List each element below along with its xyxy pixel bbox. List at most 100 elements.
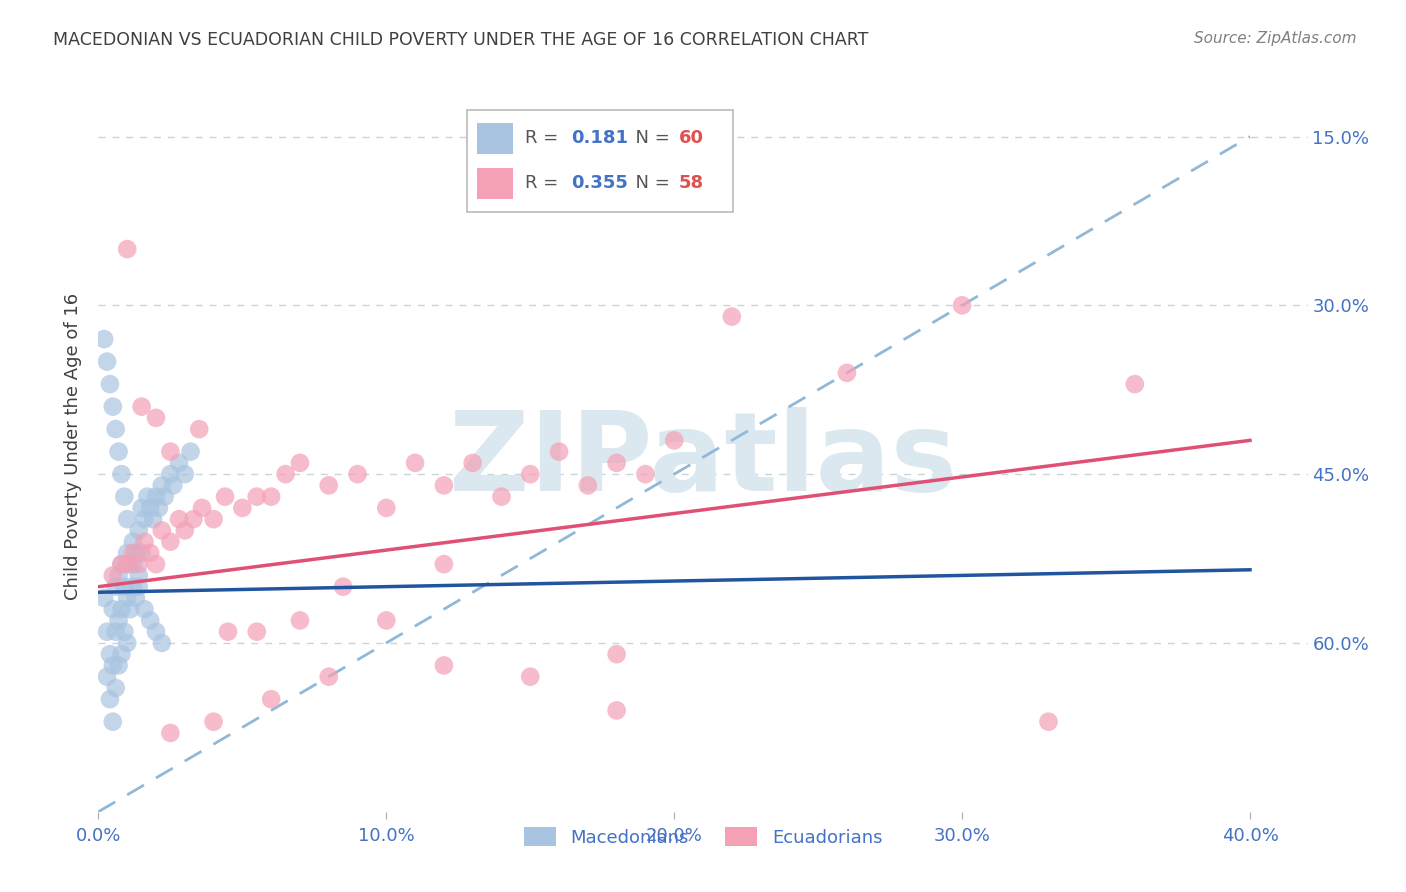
Point [173,524,195,538]
Point [110,467,132,482]
Text: 0.181: 0.181 [571,129,628,147]
Point [519,670,541,684]
Point [110,647,132,661]
Point [162,478,184,492]
Point [107,444,129,458]
Point [115,636,138,650]
Point [606,456,628,470]
Point [548,444,571,458]
Point [131,546,153,560]
Point [107,658,129,673]
FancyBboxPatch shape [467,110,734,212]
Point [104,681,127,695]
Point [139,500,162,515]
Point [120,602,142,616]
Point [1038,714,1060,729]
Point [122,557,145,571]
Text: Source: ZipAtlas.com: Source: ZipAtlas.com [1194,31,1357,46]
Point [131,400,153,414]
Point [125,591,148,605]
Point [159,467,181,482]
Point [835,366,858,380]
Point [110,602,132,616]
Point [720,310,742,324]
Point [122,534,145,549]
Point [191,500,214,515]
Point [110,557,132,571]
Point [433,658,456,673]
Point [519,467,541,482]
Point [145,410,167,425]
Text: R =: R = [526,174,564,193]
Point [433,478,456,492]
Point [375,614,398,628]
Point [167,456,190,470]
Point [112,490,135,504]
Text: N =: N = [624,174,676,193]
Point [148,500,170,515]
Point [260,490,283,504]
Point [93,591,115,605]
Point [134,534,156,549]
Point [145,490,167,504]
Point [104,422,127,436]
Point [115,557,138,571]
Point [112,580,135,594]
Text: ZIPatlas: ZIPatlas [449,407,957,514]
Point [634,467,657,482]
Y-axis label: Child Poverty Under the Age of 16: Child Poverty Under the Age of 16 [65,293,83,599]
Point [122,546,145,560]
Point [128,557,150,571]
Point [128,580,150,594]
Point [1123,377,1146,392]
Text: N =: N = [624,129,676,147]
Point [98,647,121,661]
Point [214,490,236,504]
Point [318,670,340,684]
Point [145,624,167,639]
Point [491,490,513,504]
Point [246,624,269,639]
Point [131,500,153,515]
Point [461,456,484,470]
Point [107,614,129,628]
Legend: Macedonians, Ecuadorians: Macedonians, Ecuadorians [516,820,890,854]
Point [217,624,239,639]
Point [288,456,311,470]
Point [606,647,628,661]
Point [136,490,159,504]
Point [101,602,124,616]
Point [142,512,165,526]
Point [153,490,176,504]
Point [346,467,368,482]
Point [433,557,456,571]
Point [96,670,118,684]
Point [107,568,129,582]
Point [115,546,138,560]
Point [159,444,181,458]
Text: 0.355: 0.355 [571,174,628,193]
Point [150,636,173,650]
Point [122,580,145,594]
Point [375,500,398,515]
Point [202,714,225,729]
Point [134,602,156,616]
Point [318,478,340,492]
Point [183,512,205,526]
Point [173,467,195,482]
Point [139,614,162,628]
Point [159,726,181,740]
Point [404,456,426,470]
Point [150,524,173,538]
Point [180,444,202,458]
Point [167,512,190,526]
Point [120,557,142,571]
Point [139,546,162,560]
Text: 60: 60 [679,129,704,147]
Point [606,703,628,717]
Point [576,478,599,492]
Point [98,377,121,392]
Point [260,692,283,706]
Point [159,534,181,549]
Point [332,580,354,594]
